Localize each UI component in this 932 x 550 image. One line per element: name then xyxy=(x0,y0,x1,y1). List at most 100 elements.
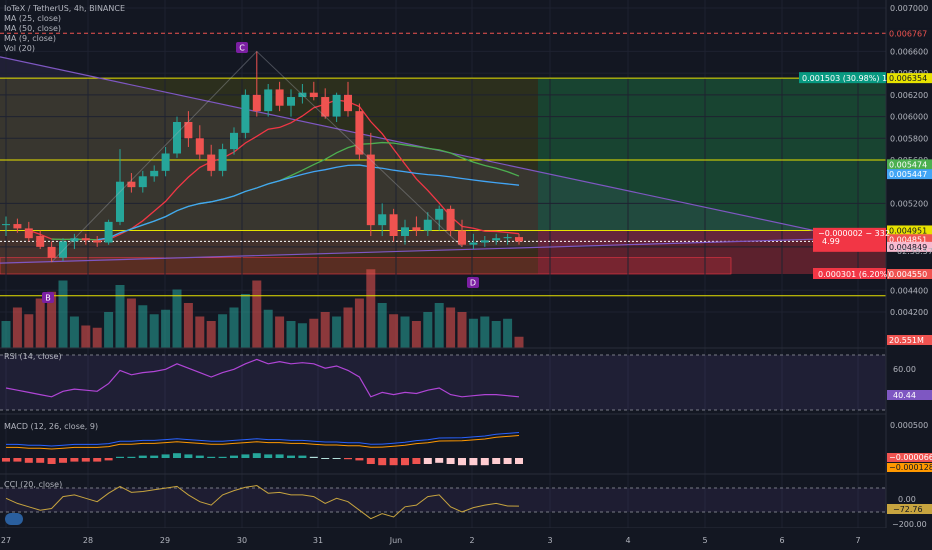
candle[interactable] xyxy=(401,219,409,245)
candle[interactable] xyxy=(127,173,136,193)
price-tag-last: 0.004851 xyxy=(889,235,927,244)
candle-body xyxy=(298,92,307,98)
candle[interactable] xyxy=(321,88,330,119)
macd-histogram-bar xyxy=(458,458,466,466)
macd-histogram-bar xyxy=(127,456,136,458)
ma50-line[interactable] xyxy=(97,164,520,241)
candle[interactable] xyxy=(355,103,364,160)
candle[interactable] xyxy=(435,205,444,231)
volume-bar xyxy=(423,312,433,348)
volume-bar xyxy=(69,316,79,348)
volume-bar xyxy=(400,316,410,348)
price-tag-ma9-bg xyxy=(887,241,932,252)
candle[interactable] xyxy=(344,81,352,117)
candle[interactable] xyxy=(492,233,501,245)
macd-signal-line[interactable] xyxy=(6,435,520,450)
legend-ma9[interactable]: MA (9, close) xyxy=(4,34,56,43)
pattern-point-badge[interactable] xyxy=(467,277,479,288)
candle[interactable] xyxy=(173,116,181,158)
candle[interactable] xyxy=(515,233,523,245)
candle[interactable] xyxy=(138,170,147,193)
candle-body xyxy=(207,154,216,171)
macd-histogram-bar xyxy=(412,458,421,464)
candle[interactable] xyxy=(93,236,102,247)
triangle-lower-trendline[interactable] xyxy=(0,237,851,264)
volume-bar xyxy=(161,309,171,348)
volume-bar xyxy=(240,294,250,348)
candle[interactable] xyxy=(59,238,67,261)
candle[interactable] xyxy=(503,233,512,245)
candle[interactable] xyxy=(252,51,261,117)
candle[interactable] xyxy=(378,203,387,236)
candle-body xyxy=(230,132,238,150)
price-tag-ma25-bg xyxy=(887,159,932,170)
legend-ma25[interactable]: MA (25, close) xyxy=(4,14,62,23)
candle[interactable] xyxy=(287,89,295,117)
candle[interactable] xyxy=(230,127,238,155)
time-axis-bg xyxy=(0,528,886,550)
cci-line[interactable] xyxy=(5,485,520,520)
price-tag-ma50-bg xyxy=(887,169,932,180)
candle[interactable] xyxy=(423,212,432,236)
candle[interactable] xyxy=(332,92,341,122)
candle[interactable] xyxy=(389,208,398,242)
candle[interactable] xyxy=(161,146,170,177)
rsi-tick-label: 60.00 xyxy=(893,365,916,374)
candle[interactable] xyxy=(241,89,250,139)
volume-bar xyxy=(138,305,148,348)
candle[interactable] xyxy=(47,241,56,263)
candle[interactable] xyxy=(13,218,22,233)
candle[interactable] xyxy=(218,143,227,177)
candle[interactable] xyxy=(446,205,455,236)
candle[interactable] xyxy=(70,233,79,250)
candle[interactable] xyxy=(24,221,33,242)
macd-histogram-bar xyxy=(47,458,56,464)
volume-bar xyxy=(104,312,114,348)
time-tick-label: 7 xyxy=(855,536,860,545)
candle[interactable] xyxy=(275,81,284,112)
pattern-point-badge[interactable] xyxy=(236,42,248,53)
candle[interactable] xyxy=(309,81,318,101)
price-tag-ma25: 0.005474 xyxy=(889,160,927,169)
candle[interactable] xyxy=(195,125,204,160)
legend-vol[interactable]: Vol (20) xyxy=(4,44,35,53)
macd-label[interactable]: MACD (12, 26, close, 9) xyxy=(4,422,99,431)
macd-histogram-bar xyxy=(13,458,22,462)
candle[interactable] xyxy=(458,219,466,247)
rsi-label[interactable]: RSI (14, close) xyxy=(4,352,62,361)
candle[interactable] xyxy=(264,84,273,117)
rsi-line[interactable] xyxy=(5,358,520,398)
candle[interactable] xyxy=(412,216,421,236)
candle[interactable] xyxy=(469,233,478,250)
candle[interactable] xyxy=(116,149,124,226)
candle[interactable] xyxy=(298,84,307,104)
candle[interactable] xyxy=(207,144,216,177)
candle[interactable] xyxy=(480,236,489,247)
red-support-box[interactable] xyxy=(0,257,732,275)
candle[interactable] xyxy=(150,165,159,182)
candle[interactable] xyxy=(184,111,193,147)
macd-line[interactable] xyxy=(6,432,520,447)
candle[interactable] xyxy=(81,233,90,245)
macd-histogram-bar xyxy=(93,458,102,462)
candle[interactable] xyxy=(36,230,45,250)
candle[interactable] xyxy=(2,216,10,236)
legend-symbol[interactable]: IoTeX / TetherUS, 4h, BINANCE xyxy=(4,4,126,13)
candle[interactable] xyxy=(104,219,113,245)
time-tick-label: 29 xyxy=(160,536,170,545)
cci-label[interactable]: CCI (20, close) xyxy=(4,480,63,489)
target-label-bg[interactable] xyxy=(799,72,886,84)
macd-histogram-bar xyxy=(469,458,478,466)
candle-body xyxy=(127,181,136,188)
volume-bar xyxy=(195,316,205,348)
candle[interactable] xyxy=(366,132,375,236)
position-box-bg[interactable] xyxy=(813,227,886,252)
stop-label-bg[interactable] xyxy=(813,268,886,279)
macd-histogram-bar xyxy=(150,455,159,458)
long-position-target-zone[interactable] xyxy=(538,78,886,231)
macd-histogram-bar xyxy=(104,458,113,461)
legend-ma50[interactable]: MA (50, close) xyxy=(4,24,62,33)
pattern-point-badge[interactable] xyxy=(42,292,54,303)
macd-histogram-bar xyxy=(355,458,364,461)
